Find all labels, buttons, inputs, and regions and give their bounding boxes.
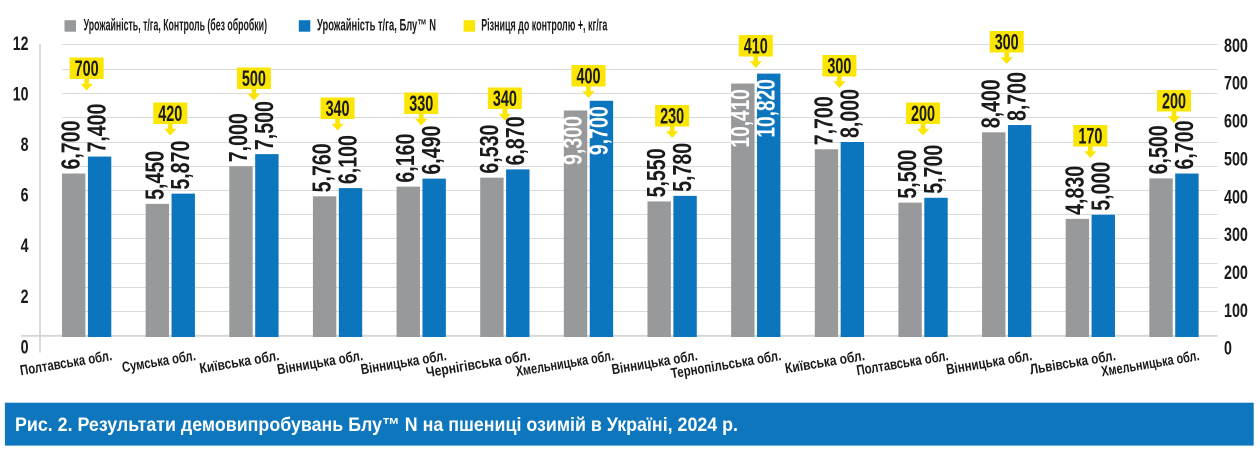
svg-text:8,000: 8,000 bbox=[836, 89, 864, 138]
svg-text:9,700: 9,700 bbox=[585, 106, 613, 155]
svg-text:100: 100 bbox=[1224, 301, 1248, 322]
svg-text:200: 200 bbox=[911, 101, 935, 126]
svg-text:500: 500 bbox=[1224, 149, 1248, 170]
svg-text:6,870: 6,870 bbox=[502, 116, 530, 165]
svg-text:10: 10 bbox=[13, 85, 29, 106]
svg-text:5,870: 5,870 bbox=[167, 141, 195, 190]
svg-text:700: 700 bbox=[75, 56, 99, 81]
svg-text:400: 400 bbox=[1224, 187, 1248, 208]
svg-text:7,000: 7,000 bbox=[225, 113, 253, 162]
svg-text:6,100: 6,100 bbox=[335, 135, 363, 184]
svg-text:7,500: 7,500 bbox=[251, 101, 279, 150]
svg-text:9,300: 9,300 bbox=[560, 116, 588, 165]
svg-text:410: 410 bbox=[744, 33, 768, 58]
svg-text:5,000: 5,000 bbox=[1087, 162, 1115, 211]
svg-text:Рис. 2. Результати демовипробу: Рис. 2. Результати демовипробувань Блу™ … bbox=[15, 415, 738, 436]
svg-text:5,760: 5,760 bbox=[309, 143, 337, 192]
svg-text:420: 420 bbox=[158, 101, 182, 126]
svg-text:8: 8 bbox=[21, 135, 29, 156]
svg-text:6,490: 6,490 bbox=[418, 126, 446, 175]
svg-text:4: 4 bbox=[21, 236, 29, 257]
svg-text:600: 600 bbox=[1224, 112, 1248, 133]
svg-text:Урожайність т/га, Блу™ N: Урожайність т/га, Блу™ N bbox=[317, 16, 436, 34]
svg-text:6,530: 6,530 bbox=[476, 125, 504, 174]
svg-text:400: 400 bbox=[576, 63, 600, 88]
svg-text:700: 700 bbox=[1224, 74, 1248, 95]
svg-text:10,410: 10,410 bbox=[727, 89, 755, 148]
svg-text:0: 0 bbox=[1224, 339, 1232, 360]
svg-text:340: 340 bbox=[493, 86, 517, 111]
svg-text:Урожайність, т/га, Контроль (б: Урожайність, т/га, Контроль (без обробки… bbox=[84, 16, 267, 34]
svg-text:7,400: 7,400 bbox=[84, 104, 112, 153]
svg-text:340: 340 bbox=[326, 96, 350, 121]
svg-text:330: 330 bbox=[409, 91, 433, 116]
svg-text:6,160: 6,160 bbox=[392, 134, 420, 183]
svg-text:170: 170 bbox=[1078, 123, 1102, 148]
svg-text:200: 200 bbox=[1224, 263, 1248, 284]
svg-text:6: 6 bbox=[21, 186, 29, 207]
svg-text:300: 300 bbox=[995, 29, 1019, 54]
svg-text:6,500: 6,500 bbox=[1145, 125, 1173, 174]
svg-text:6,700: 6,700 bbox=[1171, 121, 1199, 170]
svg-text:800: 800 bbox=[1224, 36, 1248, 57]
svg-text:5,500: 5,500 bbox=[894, 150, 922, 199]
svg-text:5,700: 5,700 bbox=[920, 145, 948, 194]
svg-text:10,820: 10,820 bbox=[753, 79, 781, 137]
svg-text:300: 300 bbox=[1224, 225, 1248, 246]
svg-text:5,780: 5,780 bbox=[669, 143, 697, 192]
svg-text:500: 500 bbox=[242, 66, 266, 91]
svg-text:7,700: 7,700 bbox=[810, 96, 838, 145]
svg-text:0: 0 bbox=[21, 337, 29, 358]
svg-text:12: 12 bbox=[13, 34, 29, 55]
svg-text:5,550: 5,550 bbox=[643, 148, 671, 197]
svg-text:200: 200 bbox=[1162, 88, 1186, 113]
svg-text:6,700: 6,700 bbox=[58, 121, 86, 170]
svg-text:8,700: 8,700 bbox=[1004, 72, 1032, 121]
svg-text:Різниця до контролю +, кг/га: Різниця до контролю +, кг/га bbox=[481, 16, 608, 34]
svg-text:2: 2 bbox=[21, 287, 29, 308]
svg-text:5,450: 5,450 bbox=[141, 151, 169, 200]
svg-text:4,830: 4,830 bbox=[1061, 166, 1089, 215]
svg-text:300: 300 bbox=[827, 53, 851, 78]
svg-text:8,400: 8,400 bbox=[978, 79, 1006, 128]
svg-text:230: 230 bbox=[660, 103, 684, 128]
